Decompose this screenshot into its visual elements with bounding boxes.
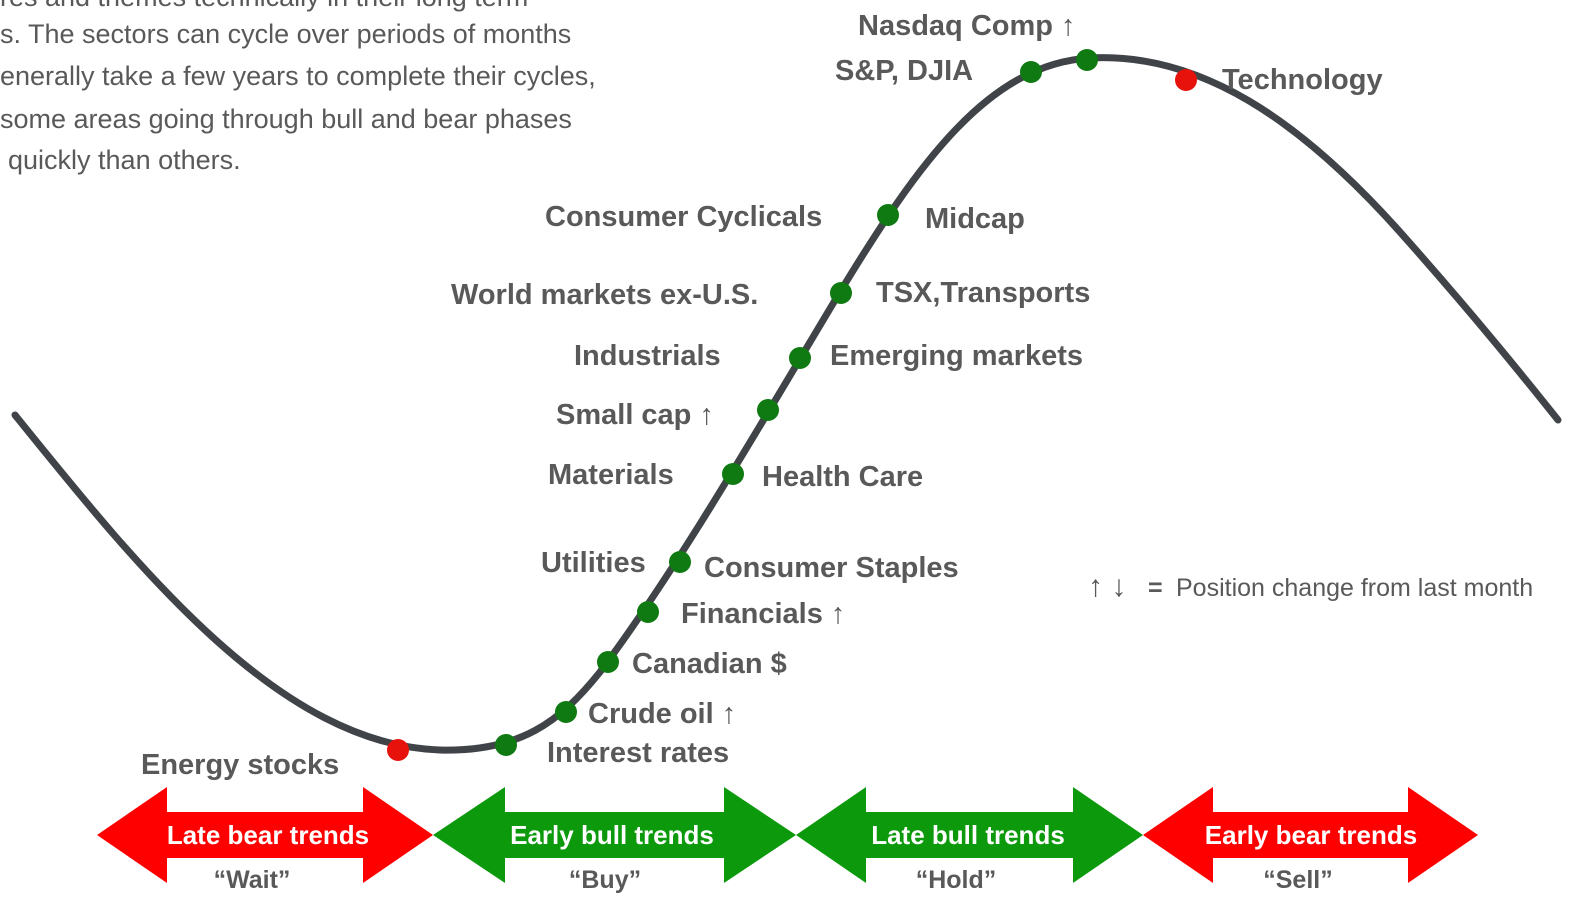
dot-green: [637, 601, 659, 623]
dot-green: [830, 282, 852, 304]
dot-green: [597, 651, 619, 673]
dot-green: [877, 204, 899, 226]
label: TSX,Transports: [876, 277, 1090, 309]
label: Materials: [548, 459, 674, 491]
dot-green: [757, 399, 779, 421]
label: Emerging markets: [830, 340, 1083, 372]
label: Industrials: [574, 340, 721, 372]
dots: [387, 49, 1197, 761]
label: Health Care: [762, 461, 923, 493]
intro-line: some areas going through bull and bear p…: [0, 104, 572, 134]
legend: ↑ ↓ = Position change from last month: [1088, 570, 1533, 603]
labels: Nasdaq Comp ↑ S&P, DJIA Technology Consu…: [141, 10, 1383, 781]
dot-green: [1076, 49, 1098, 71]
arrow-green: [433, 787, 796, 883]
label: Interest rates: [547, 737, 729, 769]
dot-green: [1020, 61, 1042, 83]
band-action: “Buy”: [569, 866, 641, 894]
legend-text: Position change from last month: [1176, 574, 1533, 602]
band-action: “Hold”: [916, 866, 997, 894]
band-action: “Sell”: [1263, 866, 1332, 894]
intro-text: res and themes technically in their long…: [0, 0, 596, 175]
intro-line: enerally take a few years to complete th…: [0, 61, 596, 91]
label: Energy stocks: [141, 749, 339, 781]
label: Nasdaq Comp ↑: [858, 10, 1076, 42]
label: Technology: [1222, 64, 1383, 96]
cycle-curve: [11, 54, 1562, 754]
legend-equals: =: [1148, 574, 1163, 602]
band-title: Early bull trends: [510, 820, 714, 850]
intro-line: s. The sectors can cycle over periods of…: [0, 19, 571, 49]
label: Canadian $: [632, 648, 787, 680]
label: Consumer Cyclicals: [545, 201, 822, 233]
intro-line: quickly than others.: [8, 145, 241, 175]
band-title: Late bear trends: [167, 820, 369, 850]
arrow-red: [1143, 787, 1478, 883]
dot-green: [722, 463, 744, 485]
label: Utilities: [541, 547, 646, 579]
dot-green: [669, 551, 691, 573]
band-action: “Wait”: [214, 866, 291, 894]
label: Consumer Staples: [704, 552, 959, 584]
arrow-red: [97, 787, 433, 883]
label: World markets ex-U.S.: [451, 279, 758, 311]
band-title: Late bull trends: [871, 820, 1065, 850]
label: Financials ↑: [681, 598, 845, 630]
dot-green: [495, 734, 517, 756]
band-title: Early bear trends: [1205, 820, 1417, 850]
intro-line: res and themes technically in their long…: [0, 0, 528, 12]
dot-red: [387, 739, 409, 761]
dot-green: [555, 701, 577, 723]
label: Small cap ↑: [556, 399, 714, 431]
dot-red: [1175, 69, 1197, 91]
label: Crude oil ↑: [588, 698, 736, 730]
label: Midcap: [925, 203, 1025, 235]
phase-arrows: Late bear trends Early bull trends Late …: [97, 787, 1478, 894]
legend-arrows: ↑ ↓: [1088, 570, 1126, 603]
dot-green: [789, 347, 811, 369]
label: S&P, DJIA: [835, 55, 973, 87]
arrow-green: [796, 787, 1143, 883]
